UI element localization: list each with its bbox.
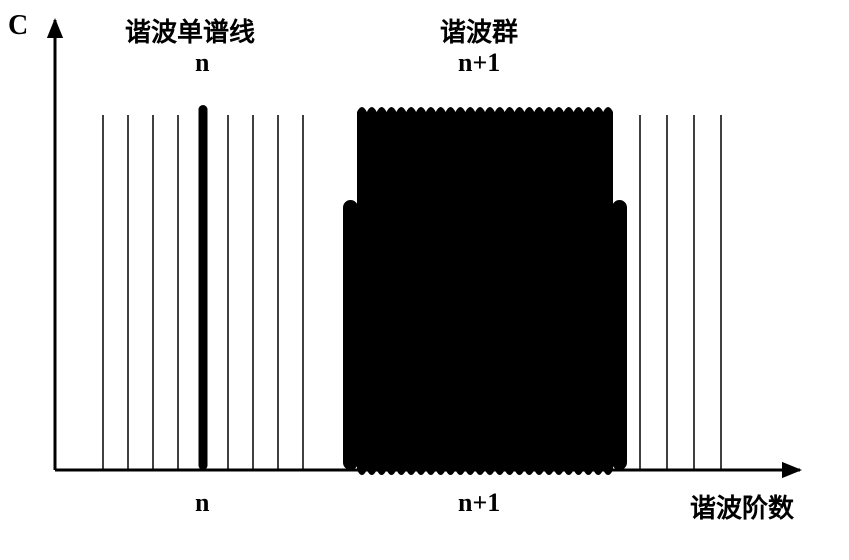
thin-spectral-line <box>177 115 179 470</box>
peak-group-index-top: n+1 <box>458 48 500 78</box>
y-axis-label: C <box>8 10 28 42</box>
x-axis-label: 谐波阶数 <box>690 488 794 525</box>
x-axis-arrowhead <box>782 462 802 478</box>
thin-spectral-line <box>693 115 695 470</box>
peak-n-index-bottom: n <box>195 488 209 518</box>
thin-spectral-line <box>302 115 304 470</box>
peak-group-index-bottom: n+1 <box>458 488 500 518</box>
thin-spectral-line <box>252 115 254 470</box>
diagram-svg <box>0 0 849 560</box>
thin-spectral-line <box>152 115 154 470</box>
thin-spectral-line <box>720 115 722 470</box>
y-axis-arrowhead <box>47 18 63 38</box>
harmonic-group-block <box>357 107 613 475</box>
harmonic-single-line-n <box>199 105 208 470</box>
thin-spectral-line <box>127 115 129 470</box>
harmonic-group-shoulder-right <box>612 200 627 470</box>
peak-n-title: 谐波单谱线 <box>125 12 255 49</box>
harmonic-group-shoulder-left <box>343 200 358 470</box>
thin-spectral-line <box>639 115 641 470</box>
peak-n-index-top: n <box>195 48 209 78</box>
thin-spectral-line <box>666 115 668 470</box>
thin-spectral-line <box>227 115 229 470</box>
peak-group-title: 谐波群 <box>440 12 518 49</box>
thin-spectral-line <box>277 115 279 470</box>
harmonic-spectrum-diagram: C谐波阶数谐波单谱线nn谐波群n+1n+1 <box>0 0 849 560</box>
thin-spectral-line <box>102 115 104 470</box>
